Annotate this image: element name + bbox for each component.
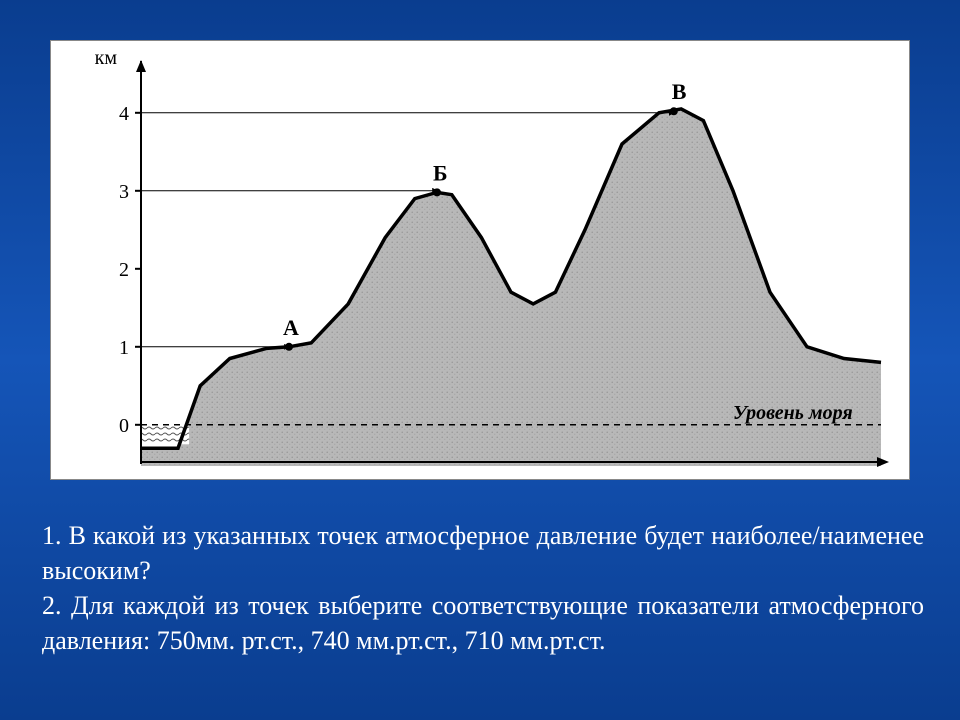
- question-2: 2. Для каждой из точек выберите соответс…: [42, 588, 924, 658]
- svg-text:4: 4: [119, 103, 129, 125]
- svg-text:В: В: [672, 79, 687, 104]
- chart-container: Уровень моря 0 1 2 3 4 км А Б В: [50, 40, 910, 480]
- svg-text:А: А: [283, 315, 299, 340]
- svg-text:2: 2: [119, 259, 129, 281]
- question-block: 1. В какой из указанных точек атмосферно…: [42, 518, 924, 658]
- svg-text:1: 1: [119, 337, 129, 359]
- elevation-chart: Уровень моря 0 1 2 3 4 км А Б В: [51, 41, 911, 481]
- svg-text:0: 0: [119, 415, 129, 437]
- question-1: 1. В какой из указанных точек атмосферно…: [42, 518, 924, 588]
- svg-text:Б: Б: [433, 160, 448, 185]
- svg-text:3: 3: [119, 181, 129, 203]
- svg-text:Уровень моря: Уровень моря: [733, 402, 853, 424]
- svg-text:км: км: [95, 47, 118, 69]
